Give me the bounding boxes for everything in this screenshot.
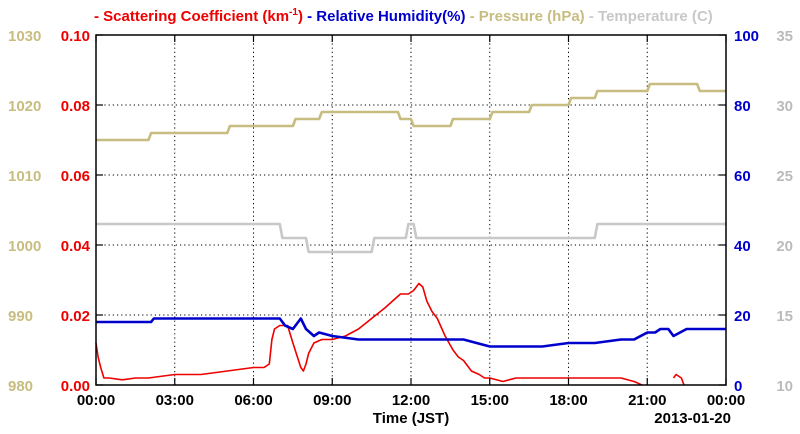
series-line-humidity [96,317,726,348]
x-axis-label: Time (JST) [373,410,449,427]
scattering-tick-label: 0.04 [61,238,91,255]
temperature-tick-label: 30 [776,98,793,115]
x-tick-label: 18:00 [549,392,587,409]
x-tick-label: 09:00 [313,392,351,409]
series-line-scattering [95,282,643,386]
pressure-tick-label: 1000 [8,238,41,255]
humidity-tick-label: 100 [734,28,759,45]
scattering-tick-label: 0.02 [61,308,90,325]
legend-item-humidity: - Relative Humidity(%) [303,8,466,25]
pressure-tick-label: 980 [8,378,33,395]
x-tick-label: 21:00 [628,392,666,409]
grid [96,35,726,385]
x-tick-label: 00:00 [707,392,745,409]
legend-item-scattering: - Scattering Coefficient (km [94,8,289,25]
temperature-tick-label: 15 [776,308,793,325]
humidity-tick-label: 40 [734,238,751,255]
scattering-tick-label: 0.10 [61,28,90,45]
ticks-layer: 00:00 03:00 06:00 09:00 12:00 15:00 18:00 21:00… [8,28,793,409]
series-line-pressure [96,82,726,142]
humidity-tick-label: 60 [734,168,751,185]
pressure-tick-label: 1030 [8,28,41,45]
pressure-tick-label: 990 [8,308,33,325]
humidity-tick-label: 80 [734,98,751,115]
x-tick-label: 15:00 [471,392,509,409]
series-line-scattering [672,373,685,386]
legend-item-temperature: - Temperature ( [585,8,697,25]
plot-frame [95,34,727,386]
pressure-tick-label: 1010 [8,168,41,185]
temperature-tick-label: 10 [776,378,793,395]
temperature-tick-label: 35 [776,28,793,45]
scattering-tick-label: 0.06 [61,168,90,185]
pressure-tick-label: 1020 [8,98,41,115]
legend: - Scattering Coefficient (km-1) - Relati… [94,7,713,25]
temperature-tick-label: 25 [776,168,793,185]
x-tick-label: 00:00 [77,392,115,409]
x-tick-label: 03:00 [156,392,194,409]
x-tick-label: 12:00 [392,392,430,409]
series-line-temperature [96,222,726,254]
legend-item-pressure: - Pressure (hPa) [465,8,584,25]
humidity-tick-label: 20 [734,308,751,325]
date-label: 2013-01-20 [654,410,731,427]
temperature-tick-label: 20 [776,238,793,255]
humidity-tick-label: 0 [734,378,742,395]
scattering-tick-label: 0.00 [61,378,90,395]
series-layer [95,82,726,386]
x-tick-label: 06:00 [234,392,272,409]
scattering-tick-label: 0.08 [61,98,90,115]
